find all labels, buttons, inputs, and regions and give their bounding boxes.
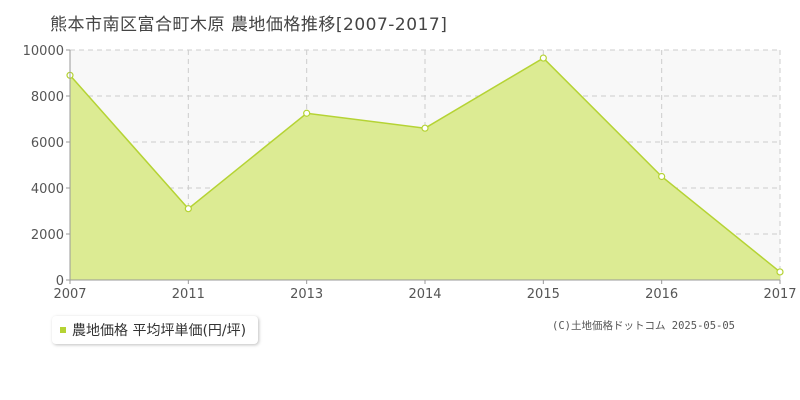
y-tick-label: 4000 (31, 182, 64, 197)
x-tick-label: 2013 (290, 287, 323, 302)
y-tick-label: 10000 (23, 44, 64, 59)
x-tick-label: 2014 (408, 287, 441, 302)
data-point (658, 172, 666, 181)
y-tick-labels: 0 2000 4000 6000 8000 10000 (23, 44, 64, 289)
data-point (776, 268, 784, 276)
chart-title: 熊本市南区富合町木原 農地価格推移[2007-2017] (50, 15, 448, 35)
x-tick-label: 2016 (645, 287, 678, 302)
axes (66, 49, 781, 284)
data-point (421, 124, 429, 132)
y-tick-label: 2000 (31, 228, 64, 243)
legend: 農地価格 平均坪単価(円/坪) (52, 316, 259, 344)
area-series-fill (70, 58, 780, 280)
data-points (66, 54, 784, 276)
data-point (539, 54, 547, 62)
y-tick-label: 6000 (31, 136, 64, 151)
legend-swatch (60, 327, 66, 333)
x-tick-label: 2011 (172, 287, 205, 302)
data-point (184, 205, 192, 213)
y-tick-label: 0 (56, 274, 64, 289)
x-tick-label: 2007 (53, 287, 86, 302)
x-tick-label: 2017 (763, 287, 796, 302)
x-tick-label: 2015 (527, 287, 560, 302)
x-tick-labels: 2007 2011 2013 2014 2015 2016 2017 (53, 287, 796, 302)
y-tick-label: 8000 (31, 90, 64, 105)
data-point (303, 109, 311, 117)
legend-label: 農地価格 平均坪単価(円/坪) (72, 323, 247, 339)
copyright-text: (C)土地価格ドットコム 2025-05-05 (552, 320, 736, 332)
